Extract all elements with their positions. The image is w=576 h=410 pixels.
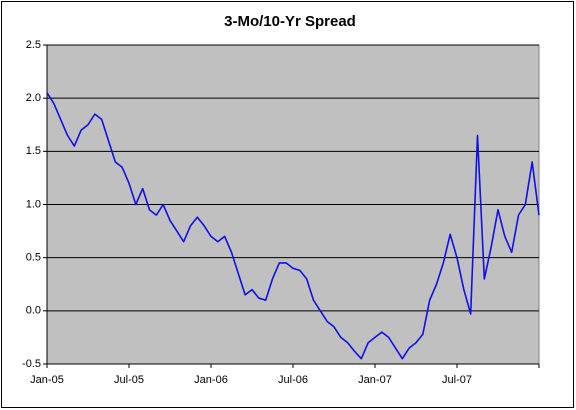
x-tick-label: Jul-07 [442,374,472,386]
data-line [46,92,540,360]
y-tick-label: 1.5 [26,145,41,157]
y-tick-label: -0.5 [22,358,41,370]
y-tick-label: 2.0 [26,92,41,104]
y-tick-label: 0.0 [26,305,41,317]
x-tick-label: Jul-05 [114,374,144,386]
y-tick-label: 0.5 [26,252,41,264]
x-tick-label: Jul-06 [278,374,308,386]
x-tick-label: Jan-06 [194,374,228,386]
x-tick-label: Jan-07 [358,374,392,386]
y-tick-label: 2.5 [26,39,41,51]
x-tick-label: Jan-05 [30,374,64,386]
chart-title: 3-Mo/10-Yr Spread [224,13,356,30]
y-tick-label: 1.0 [26,198,41,210]
